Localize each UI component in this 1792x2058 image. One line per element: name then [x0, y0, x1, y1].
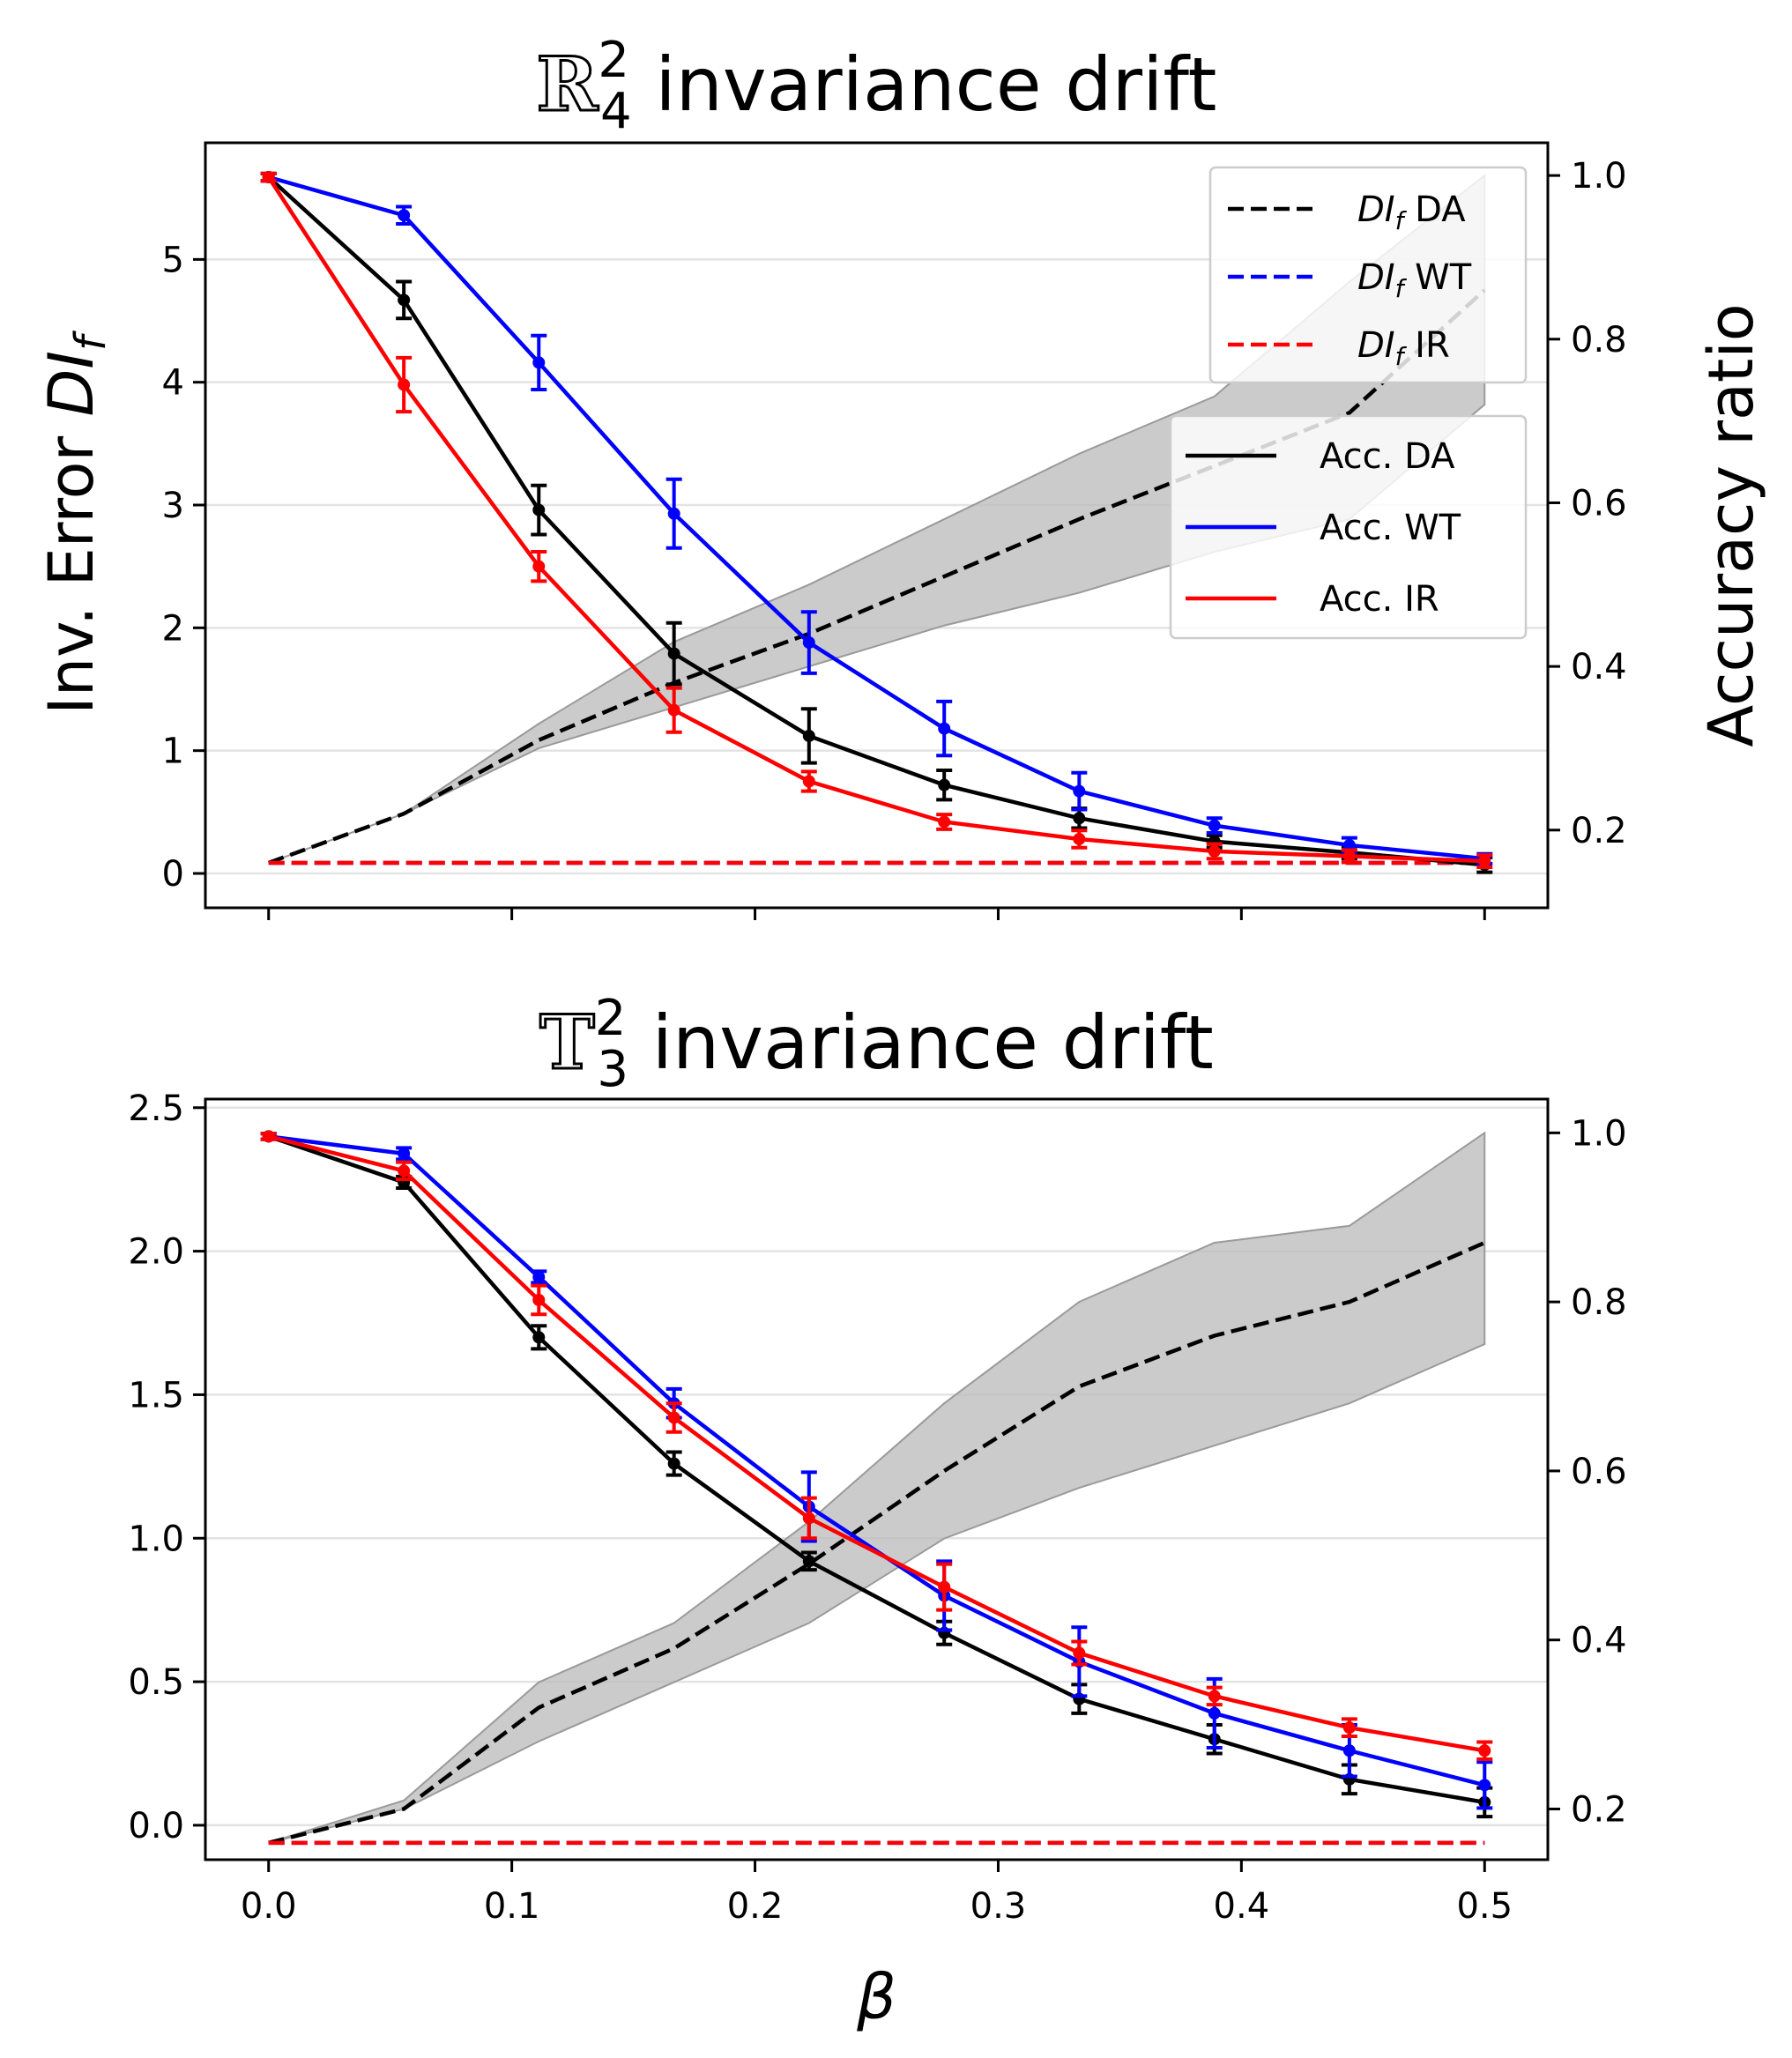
data-point — [667, 1411, 680, 1424]
legend-solid: Acc. DA Acc. WT Acc. IR — [1169, 414, 1528, 640]
data-point — [532, 356, 546, 369]
legend-dashed: DIf DA DIf WT DIf IR — [1208, 166, 1528, 384]
x-tick-label: 0.3 — [970, 1886, 1027, 1927]
data-point — [938, 1580, 951, 1594]
legend-label: Acc. IR — [1320, 579, 1439, 620]
y-axis-label: Inv. Error DIf — [35, 331, 115, 715]
data-point — [667, 1457, 680, 1470]
data-point — [802, 775, 815, 788]
data-point — [1478, 1744, 1491, 1757]
data-point — [532, 1331, 546, 1344]
data-point — [398, 293, 411, 307]
y-tick-label: 2 — [162, 608, 184, 649]
y-tick-label: 5 — [162, 240, 184, 280]
data-point — [262, 1130, 275, 1143]
series-line-accir — [268, 1134, 1485, 1753]
panel-title: T2 3 invariance drift — [539, 990, 1214, 1098]
data-point — [262, 171, 275, 184]
data-point — [398, 209, 411, 222]
legend-label: DIf IR — [1357, 325, 1450, 371]
legend-label: DIf DA — [1357, 189, 1466, 235]
series-line-accda — [268, 1134, 1485, 1805]
y-tick-label: 1.0 — [128, 1519, 184, 1559]
y-tick-label: 1.5 — [128, 1375, 184, 1415]
data-point — [532, 503, 546, 516]
y2-tick-label: 0.2 — [1571, 1789, 1627, 1830]
y2-tick-label: 0.4 — [1571, 1621, 1627, 1661]
legend-box — [1169, 414, 1528, 640]
data-point — [1208, 1706, 1221, 1720]
series-line-difda — [268, 1240, 1486, 1846]
legend-label: Acc. WT — [1320, 508, 1461, 548]
data-point — [1208, 844, 1221, 858]
legend-label: DIf WT — [1357, 257, 1472, 303]
legend-label: Acc. DA — [1320, 436, 1455, 477]
data-point — [667, 703, 680, 717]
data-point — [1342, 1744, 1356, 1757]
data-point — [1208, 819, 1221, 832]
data-point — [398, 1147, 411, 1160]
y2-tick-label: 0.6 — [1571, 483, 1627, 524]
y-tick-label: 0.5 — [128, 1662, 184, 1703]
std-band — [268, 1131, 1486, 1844]
legend-box — [1208, 166, 1528, 384]
data-point — [532, 560, 546, 573]
x-tick-label: 0.2 — [727, 1886, 784, 1927]
y2-tick-label: 0.8 — [1571, 320, 1627, 360]
data-point — [1342, 850, 1356, 863]
y-tick-label: 1 — [162, 732, 184, 772]
data-point — [1073, 832, 1086, 845]
data-point — [532, 1270, 546, 1283]
y-tick-label: 3 — [162, 486, 184, 526]
data-point — [938, 722, 951, 735]
data-point — [802, 729, 815, 742]
x-tick-label: 0.4 — [1214, 1886, 1270, 1927]
data-point — [1073, 784, 1086, 798]
data-point — [1342, 838, 1356, 851]
data-point — [938, 815, 951, 828]
panel-2: 0.0 0.1 0.2 0.3 0.4 0.5 0.0 0.5 1.0 1.5 2.0 2.5 0.2 0… — [128, 990, 1626, 2033]
y-tick-label: 2.0 — [128, 1232, 184, 1273]
y2-tick-label: 0.6 — [1571, 1452, 1627, 1492]
data-point — [398, 1164, 411, 1178]
y-tick-label: 0 — [162, 854, 184, 895]
y2-tick-label: 0.8 — [1571, 1282, 1627, 1323]
series-line-difda — [267, 288, 1486, 866]
data-point — [1342, 1721, 1356, 1735]
y-tick-label: 0.0 — [128, 1806, 184, 1846]
series-line-accwt — [268, 175, 1485, 861]
x-tick-label: 0.5 — [1456, 1886, 1513, 1927]
y2-axis-label: Accuracy ratio — [1695, 303, 1767, 747]
panel-1: 0 1 2 3 4 5 0.2 0.4 0.6 0.8 1.0 R2 4 invariance drif… — [35, 32, 1767, 920]
data-point — [398, 378, 411, 391]
data-point — [938, 778, 951, 791]
panel-title: R2 4 invariance drift — [537, 32, 1217, 140]
y-tick-label: 4 — [162, 363, 184, 404]
data-point — [802, 1512, 815, 1525]
y2-tick-label: 1.0 — [1571, 1113, 1627, 1154]
x-tick-label: 0.1 — [484, 1886, 540, 1927]
data-point — [1208, 1690, 1221, 1703]
y2-tick-label: 0.2 — [1571, 811, 1627, 851]
y2-tick-label: 1.0 — [1571, 156, 1627, 197]
data-point — [1478, 855, 1491, 868]
plot-area — [260, 1130, 1493, 1846]
y-tick-label: 2.5 — [128, 1088, 184, 1129]
data-point — [1073, 812, 1086, 825]
axes-frame — [204, 141, 1550, 910]
data-point — [802, 636, 815, 650]
series-line-accir — [266, 175, 1485, 864]
series-line-accda — [267, 175, 1485, 867]
data-point — [667, 507, 680, 520]
x-tick-label: 0.0 — [241, 1886, 297, 1927]
data-point — [1073, 1646, 1086, 1660]
data-point — [802, 1555, 815, 1568]
data-point — [532, 1293, 546, 1306]
y2-tick-label: 0.4 — [1571, 647, 1627, 687]
data-point — [667, 647, 680, 660]
data-point — [1478, 1779, 1491, 1792]
axes-frame — [204, 1097, 1550, 1861]
x-axis-label: β — [856, 1961, 896, 2033]
